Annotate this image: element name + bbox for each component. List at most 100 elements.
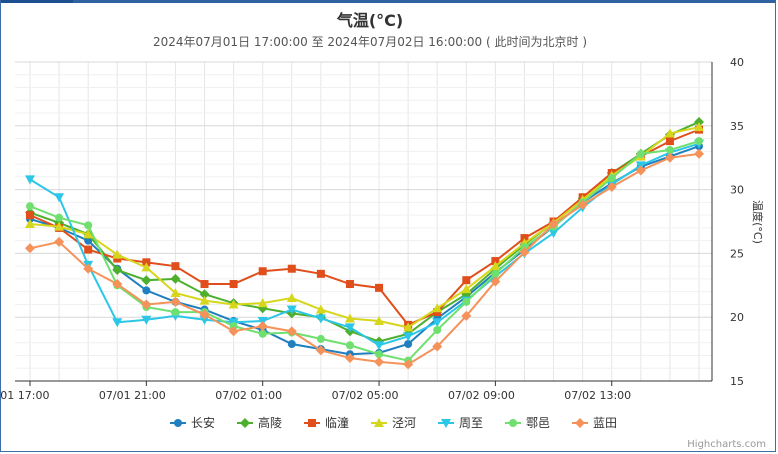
data-point [54, 221, 65, 231]
series-line [29, 152, 700, 366]
data-point [83, 229, 94, 239]
legend-label: 鄠邑 [526, 416, 550, 430]
series-5 [26, 137, 703, 365]
data-point [286, 305, 297, 315]
legend-symbol [308, 419, 316, 427]
y-tick-label: 25 [730, 247, 744, 260]
data-point [170, 296, 181, 307]
series-6 [25, 148, 704, 370]
data-point [228, 326, 239, 337]
series-line [29, 142, 700, 347]
legend-item[interactable]: 鄠邑 [505, 416, 550, 430]
data-point [142, 258, 151, 267]
data-point [258, 329, 267, 338]
data-point [199, 289, 210, 300]
legend-symbol [174, 419, 182, 427]
data-point [170, 273, 181, 284]
data-point [141, 262, 152, 272]
data-point [519, 247, 530, 258]
data-point [112, 279, 123, 290]
series-line [29, 126, 700, 329]
data-point [141, 299, 152, 310]
data-point [112, 249, 123, 259]
series-line [29, 128, 700, 327]
data-point [316, 269, 325, 278]
data-point [287, 264, 296, 273]
data-point [403, 322, 414, 332]
data-point [84, 236, 93, 245]
legend-label: 泾河 [392, 416, 416, 430]
data-point [664, 128, 675, 138]
legend-item[interactable]: 泾河 [371, 416, 416, 430]
data-point [170, 287, 181, 297]
data-point [229, 280, 238, 289]
data-point [141, 315, 152, 325]
legend-label: 临潼 [325, 415, 349, 430]
data-point [55, 213, 64, 222]
legend-label: 周至 [459, 416, 483, 430]
data-point [344, 313, 355, 323]
data-point [374, 356, 385, 367]
legend-symbol [441, 419, 451, 428]
data-point [432, 341, 443, 352]
legend-item[interactable]: 长安 [170, 415, 215, 430]
data-point [112, 264, 123, 275]
data-point [199, 309, 210, 320]
data-point [229, 322, 238, 331]
x-tick-label: 07/01 17:00 [0, 389, 49, 402]
legend-item[interactable]: 高陵 [237, 415, 282, 430]
data-point [25, 175, 35, 185]
data-point [345, 280, 354, 289]
x-tick-label: 07/02 01:00 [215, 389, 282, 402]
data-point [344, 323, 355, 333]
data-point [25, 219, 35, 229]
series-line [29, 145, 700, 356]
data-point [344, 353, 355, 364]
data-point [84, 221, 93, 230]
data-point [432, 318, 443, 328]
data-point [694, 122, 704, 132]
data-point [141, 275, 152, 286]
data-point [315, 314, 326, 324]
data-point [257, 298, 268, 308]
legend-symbol [374, 418, 384, 427]
data-point [461, 310, 472, 321]
data-point [520, 234, 529, 243]
legend-item[interactable]: 周至 [438, 416, 483, 430]
data-point [491, 257, 500, 266]
data-point [200, 280, 209, 289]
data-point [54, 236, 65, 247]
legend-label: 蓝田 [593, 416, 617, 430]
data-point [664, 152, 675, 163]
legend-symbol [509, 419, 517, 427]
grid [15, 61, 712, 382]
data-point [112, 318, 123, 328]
chart-subtitle: 2024年07月01日 17:00:00 至 2024年07月02日 16:00… [153, 35, 587, 49]
data-point [374, 316, 385, 326]
data-point [257, 321, 268, 332]
legend-symbol [240, 418, 250, 428]
data-point [577, 199, 588, 210]
data-point [315, 304, 326, 314]
data-point [315, 345, 326, 356]
data-point [142, 286, 151, 295]
y-tick-label: 40 [730, 56, 744, 69]
data-point [606, 182, 617, 193]
credits-link[interactable]: Highcharts.com [687, 439, 766, 450]
legend-label: 长安 [191, 415, 215, 430]
data-point [461, 284, 472, 294]
data-point [490, 261, 501, 271]
y-tick-label: 20 [730, 311, 744, 324]
x-tick-label: 07/02 13:00 [564, 389, 631, 402]
data-point [228, 299, 239, 309]
legend-symbol [575, 418, 585, 428]
data-point [171, 262, 180, 271]
legend-item[interactable]: 临潼 [304, 415, 349, 430]
data-point [316, 334, 325, 343]
data-point [83, 263, 94, 274]
series-line [29, 140, 700, 362]
data-point [548, 219, 559, 230]
data-point [286, 326, 297, 337]
legend-item[interactable]: 蓝田 [572, 416, 617, 430]
